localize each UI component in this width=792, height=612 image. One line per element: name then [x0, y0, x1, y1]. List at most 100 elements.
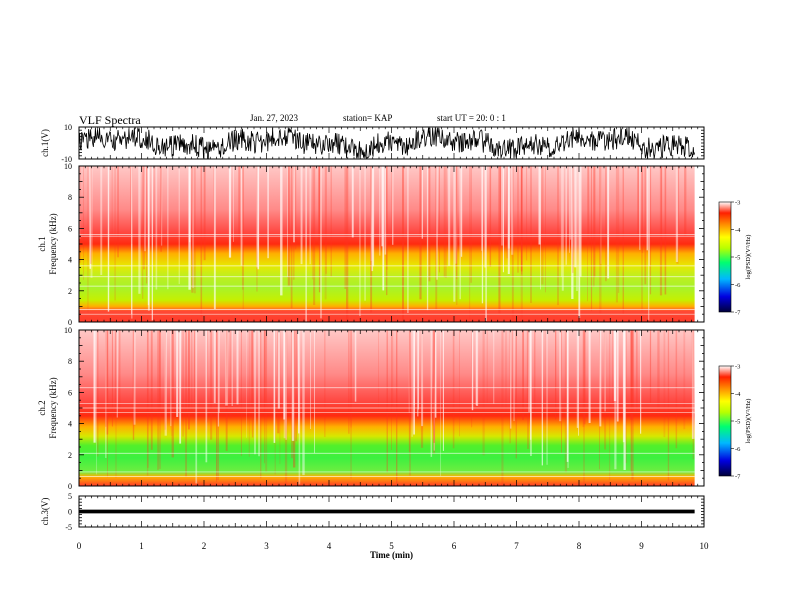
- streak: [325, 166, 327, 274]
- y-axis-channel-label: ch.1: [37, 236, 47, 251]
- streak: [100, 166, 103, 275]
- streak: [106, 330, 109, 435]
- streak: [622, 166, 624, 314]
- streak: [284, 330, 288, 485]
- y-axis-label: Frequency (kHz): [48, 377, 58, 438]
- streak: [233, 166, 234, 242]
- streak: [476, 330, 479, 406]
- streak: [513, 330, 515, 422]
- streak: [452, 330, 455, 449]
- streak: [344, 166, 346, 289]
- streak: [160, 166, 162, 252]
- streak: [231, 330, 233, 406]
- colorbar-tick-label: -7: [735, 474, 741, 481]
- streak: [147, 166, 150, 306]
- streak: [481, 166, 483, 251]
- streak: [298, 330, 301, 485]
- start-time-label: start UT = 20: 0 : 1: [437, 113, 506, 123]
- streak: [150, 330, 153, 450]
- streak: [392, 166, 394, 245]
- streak: [663, 330, 666, 438]
- streak: [171, 330, 174, 458]
- streak: [408, 330, 411, 452]
- colorbar-tick-label: -3: [735, 364, 740, 371]
- streak: [616, 330, 619, 422]
- station-label: station= KAP: [343, 113, 393, 123]
- streak: [372, 166, 375, 267]
- streak: [442, 330, 444, 451]
- streak: [267, 166, 269, 259]
- streak: [561, 166, 564, 291]
- streak: [521, 166, 523, 275]
- streak: [555, 330, 557, 420]
- streak: [583, 330, 586, 425]
- streak: [572, 166, 574, 273]
- colorbar-tick-label: -7: [735, 310, 741, 317]
- streak: [193, 166, 196, 294]
- streak: [683, 330, 686, 430]
- streak: [283, 330, 286, 420]
- x-tick-label: 4: [327, 541, 332, 551]
- streak: [179, 330, 182, 444]
- streak: [182, 330, 184, 437]
- streak: [207, 330, 208, 423]
- streak: [256, 166, 258, 292]
- streak: [290, 166, 293, 309]
- streak: [435, 166, 438, 310]
- colorbar-tick-label: -6: [735, 446, 741, 453]
- streak: [625, 330, 627, 464]
- streak: [242, 166, 244, 290]
- y-tick-label: 6: [68, 224, 72, 233]
- streak: [604, 330, 606, 412]
- x-tick-label: 3: [264, 541, 269, 551]
- streak: [443, 166, 446, 278]
- streak: [213, 166, 216, 310]
- streak: [225, 330, 228, 451]
- streak: [111, 330, 113, 427]
- streak: [318, 166, 321, 293]
- streak: [96, 330, 97, 475]
- streak: [530, 330, 532, 456]
- streak: [520, 166, 523, 272]
- y-tick-label: 8: [68, 357, 72, 366]
- streak: [300, 166, 303, 265]
- streak: [436, 166, 438, 280]
- streak: [471, 330, 473, 428]
- streak: [411, 330, 413, 437]
- streak: [560, 166, 562, 277]
- streak: [540, 166, 541, 290]
- streak: [386, 166, 388, 270]
- streak: [320, 166, 322, 266]
- streak: [203, 166, 206, 261]
- colorbar-tick-label: -5: [735, 419, 740, 426]
- streak: [507, 166, 510, 274]
- streak: [455, 166, 457, 266]
- streak: [459, 330, 460, 437]
- streak: [599, 166, 602, 314]
- streak: [314, 330, 315, 454]
- streak: [644, 166, 647, 285]
- spectrogram-streaks-1: [79, 166, 687, 322]
- streak: [544, 330, 546, 454]
- colorbar-label: log(PSD)(V²/Hz): [745, 235, 752, 280]
- streak: [418, 330, 419, 410]
- streak: [646, 166, 648, 251]
- streak: [192, 166, 194, 289]
- y-tick-label: 4: [68, 420, 72, 429]
- streak: [200, 166, 203, 317]
- streak: [649, 166, 652, 295]
- streak: [350, 330, 352, 479]
- streak: [471, 330, 474, 411]
- streak: [615, 166, 618, 303]
- streak: [520, 166, 523, 318]
- streak: [599, 166, 602, 266]
- streak: [484, 166, 486, 268]
- streak: [600, 166, 602, 264]
- streak: [146, 166, 148, 284]
- streak: [371, 166, 374, 272]
- streak: [453, 166, 456, 302]
- colorbar-tick-label: -4: [735, 391, 741, 398]
- streak: [501, 330, 504, 485]
- streak: [599, 330, 600, 470]
- streak: [583, 330, 585, 484]
